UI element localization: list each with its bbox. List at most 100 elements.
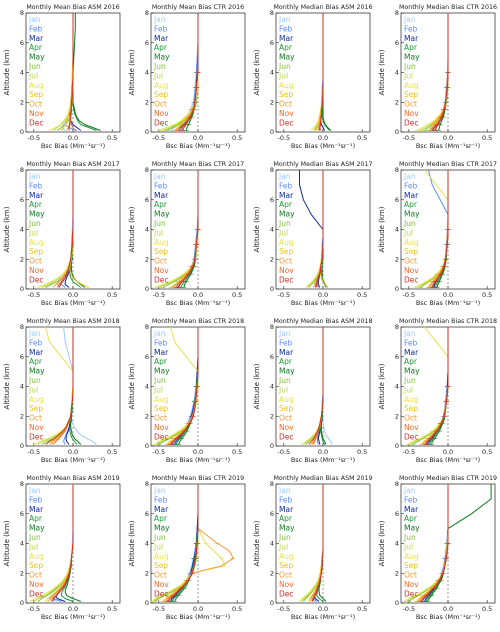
x-tick-label: 0.0: [68, 291, 78, 299]
legend-entry-oct: Oct: [279, 257, 292, 266]
x-axis-label: Bsc Bias (Mm⁻¹sr⁻¹): [416, 142, 480, 150]
y-tick-label: 0: [20, 285, 24, 293]
legend-entry-feb: Feb: [29, 495, 43, 504]
x-axis-label: Bsc Bias (Mm⁻¹sr⁻¹): [416, 456, 480, 464]
y-tick-label: 2: [270, 255, 274, 263]
chart-panel: Monthly Median Bias CTR 2019 -0.5 0.0 0.5 0 2…: [378, 475, 497, 621]
legend-entry-jun: Jun: [278, 533, 291, 542]
legend-entry-sep: Sep: [279, 247, 293, 256]
x-tick-label: -0.5: [277, 291, 290, 299]
legend-entry-jul: Jul: [28, 385, 38, 394]
legend-entry-jun: Jun: [28, 376, 41, 385]
y-tick-label: 6: [270, 353, 274, 361]
legend-entry-aug: Aug: [154, 238, 169, 247]
y-tick-label: 8: [270, 480, 274, 488]
y-tick-label: 4: [270, 540, 274, 548]
x-tick-label: 0.0: [193, 291, 203, 299]
legend-entry-oct: Oct: [279, 414, 292, 423]
y-tick-label: 4: [20, 540, 24, 548]
legend-entry-sep: Sep: [29, 247, 43, 256]
series-line-oct: [172, 170, 199, 288]
x-tick-label: 0.5: [232, 291, 242, 299]
y-tick-label: 4: [145, 69, 149, 77]
y-tick-label: 2: [145, 569, 149, 577]
legend-entry-jan: Jan: [278, 172, 291, 181]
legend-entry-jan: Jan: [28, 15, 41, 24]
x-tick-label: 0.0: [68, 448, 78, 456]
y-axis-label: Altitude (km): [3, 520, 11, 566]
series-line-jun: [41, 327, 74, 445]
legend-entry-jan: Jan: [278, 329, 291, 338]
panel-title: Monthly Mean Bias ASM 2018: [26, 318, 119, 325]
x-axis-label: Bsc Bias (Mm⁻¹sr⁻¹): [41, 299, 105, 307]
x-tick-label: -0.5: [27, 134, 40, 142]
panel-title: Monthly Mean Bias ASM 2019: [26, 475, 119, 482]
legend-entry-apr: Apr: [154, 43, 168, 52]
legend-entry-jul: Jul: [403, 228, 413, 237]
legend-entry-oct: Oct: [29, 257, 42, 266]
legend-entry-aug: Aug: [29, 395, 44, 404]
y-tick-label: 8: [395, 323, 399, 331]
legend-entry-dec: Dec: [404, 275, 419, 284]
x-tick-label: -0.5: [152, 605, 165, 613]
series-line-oct: [422, 327, 449, 445]
legend-entry-jul: Jul: [153, 542, 163, 551]
legend-entry-feb: Feb: [154, 181, 168, 190]
y-tick-label: 6: [395, 353, 399, 361]
chart-panel: Monthly Mean Bias CTR 2017 -0.5 0.0 0.5 0 2 4 6…: [128, 161, 246, 307]
legend-entry-oct: Oct: [404, 414, 417, 423]
y-tick-label: 2: [395, 569, 399, 577]
y-tick-label: 4: [20, 383, 24, 391]
x-tick-label: 0.5: [482, 605, 492, 613]
legend-entry-sep: Sep: [29, 90, 43, 99]
x-tick-label: -0.5: [402, 605, 415, 613]
series-line-dec: [319, 13, 324, 131]
y-tick-label: 6: [395, 39, 399, 47]
y-tick-label: 0: [270, 442, 274, 450]
x-axis-label: Bsc Bias (Mm⁻¹sr⁻¹): [416, 613, 480, 621]
legend-entry-may: May: [154, 210, 170, 219]
legend-entry-mar: Mar: [154, 34, 169, 43]
x-tick-label: 0.0: [318, 605, 328, 613]
x-tick-label: 0.0: [68, 605, 78, 613]
series-line-nov: [175, 170, 199, 288]
series-line-jan: [174, 170, 199, 288]
legend-entry-jan: Jan: [28, 329, 41, 338]
series-line-mar: [431, 13, 449, 131]
panel-title: Monthly Median Bias CTR 2019: [399, 475, 497, 482]
series-line-sep: [427, 170, 449, 288]
legend-entry-may: May: [404, 524, 420, 533]
x-tick-label: 0.5: [357, 291, 367, 299]
y-tick-label: 2: [395, 255, 399, 263]
x-tick-label: -0.5: [402, 291, 415, 299]
x-tick-label: -0.5: [152, 291, 165, 299]
legend-entry-nov: Nov: [29, 266, 44, 275]
legend-entry-apr: Apr: [29, 514, 43, 523]
legend-entry-mar: Mar: [279, 191, 294, 200]
legend-entry-jan: Jan: [403, 329, 416, 338]
x-tick-label: -0.5: [27, 291, 40, 299]
y-tick-label: 0: [145, 285, 149, 293]
chart-panel: Monthly Mean Bias ASM 2017 -0.5 0.0 0.5 0 2 4 6…: [3, 161, 121, 307]
chart-panel: Monthly Median Bias ASM 2016 -0.5 0.0 0.5 0 2…: [253, 4, 373, 150]
legend-entry-jul: Jul: [278, 542, 288, 551]
x-tick-label: 0.0: [443, 605, 453, 613]
y-tick-label: 8: [145, 166, 149, 174]
series-line-oct: [430, 13, 449, 131]
legend-entry-jan: Jan: [278, 486, 291, 495]
legend-entry-feb: Feb: [29, 338, 43, 347]
legend-entry-aug: Aug: [279, 395, 294, 404]
y-tick-label: 2: [395, 98, 399, 106]
series-line-may: [72, 13, 101, 131]
y-tick-label: 8: [145, 9, 149, 17]
series-line-mar: [178, 13, 199, 131]
y-tick-label: 4: [270, 226, 274, 234]
legend-entry-feb: Feb: [279, 338, 293, 347]
x-tick-label: 0.0: [318, 134, 328, 142]
y-tick-label: 6: [145, 196, 149, 204]
legend-entry-jan: Jan: [278, 15, 291, 24]
legend-entry-dec: Dec: [29, 432, 44, 441]
legend-entry-apr: Apr: [404, 43, 418, 52]
chart-panel: Monthly Median Bias ASM 2017 -0.5 0.0 0.5 0 2…: [253, 161, 373, 307]
chart-panel: Monthly Mean Bias CTR 2018 -0.5 0.0 0.5 0 2 4 6…: [128, 318, 246, 464]
